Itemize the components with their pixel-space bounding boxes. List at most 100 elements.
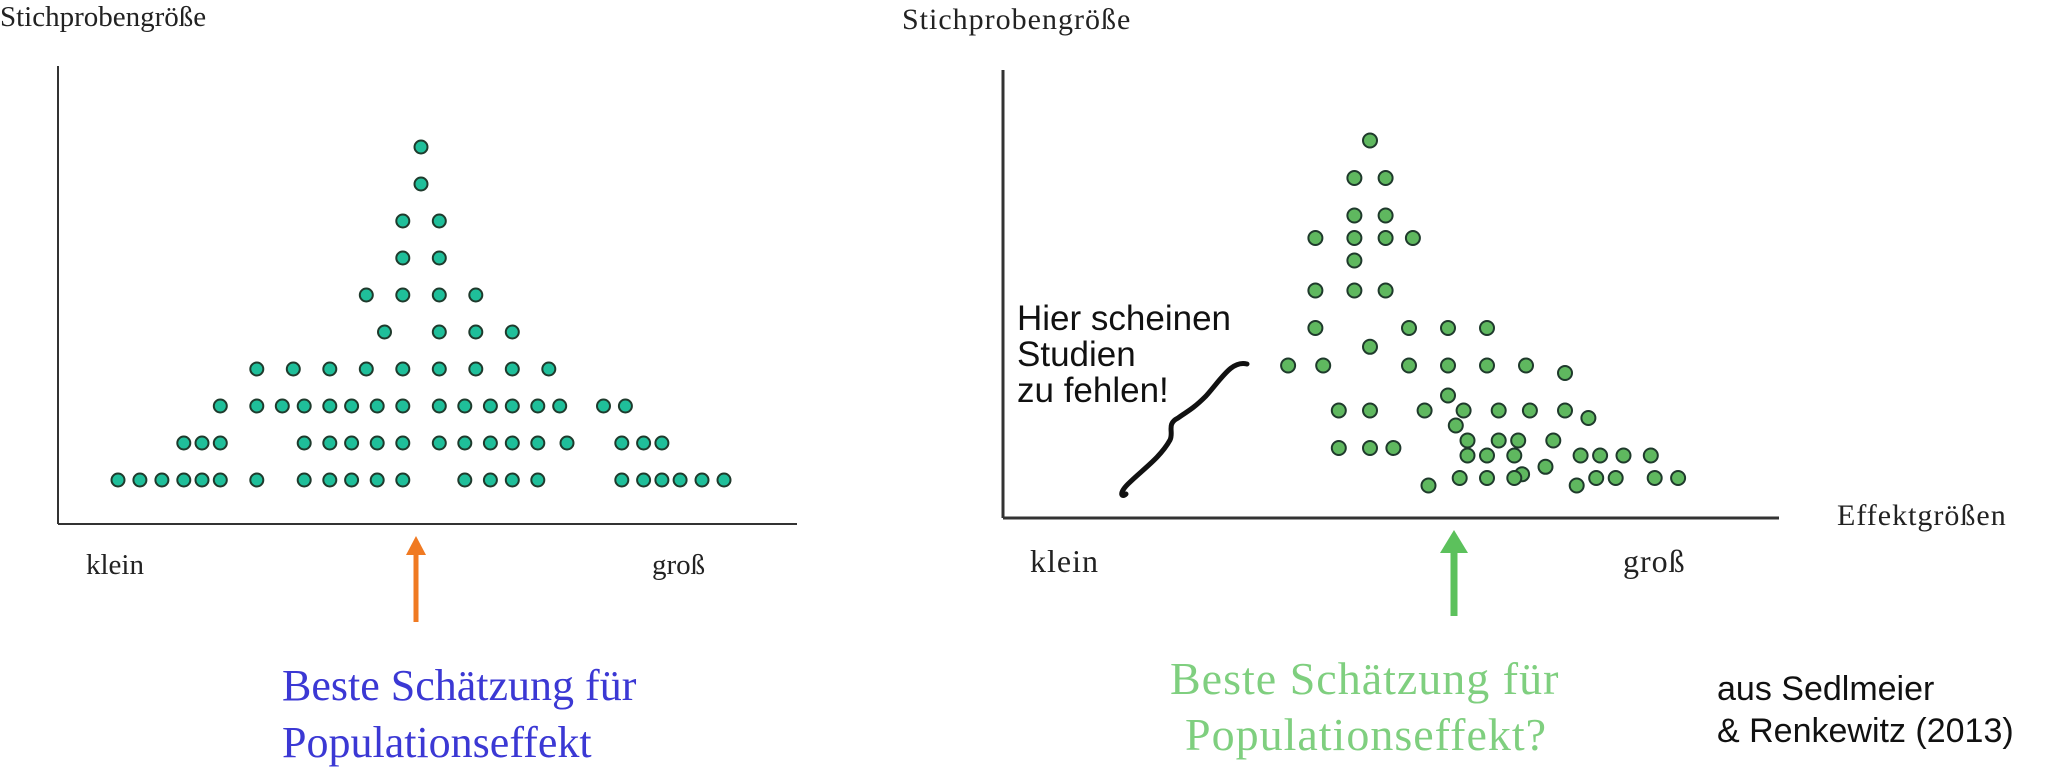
annotation-line-1: Hier scheinen [1017, 299, 1231, 338]
left-point-6 [358, 287, 374, 303]
right-point-54 [1506, 470, 1523, 486]
right-point-4 [1377, 207, 1394, 224]
left-x-label-large: groß [652, 549, 705, 581]
left-point-50 [504, 435, 520, 451]
annotation-line-2: Studien [1017, 335, 1136, 374]
left-point-59 [176, 472, 192, 488]
right-point-34 [1447, 417, 1464, 434]
left-point-14 [249, 361, 265, 377]
left-point-37 [596, 398, 611, 414]
right-point-15 [1440, 320, 1456, 336]
right-point-27 [1362, 402, 1378, 419]
right-point-36 [1490, 432, 1507, 449]
right-estimate-arrow [1440, 530, 1468, 616]
right-point-8 [1404, 230, 1421, 246]
right-point-56 [1588, 470, 1605, 486]
right-point-22 [1479, 357, 1495, 374]
left-point-77 [716, 472, 732, 488]
left-point-18 [395, 361, 411, 377]
left-point-5 [431, 250, 447, 266]
left-data-points [110, 139, 732, 488]
left-point-40 [194, 435, 210, 451]
left-point-53 [614, 435, 630, 451]
right-point-20 [1401, 357, 1417, 374]
left-point-55 [654, 435, 670, 451]
left-point-44 [344, 435, 360, 451]
left-point-45 [369, 435, 385, 451]
right-point-57 [1607, 470, 1624, 486]
right-point-51 [1420, 477, 1437, 494]
right-point-19 [1315, 357, 1332, 374]
left-point-76 [694, 472, 710, 488]
left-point-52 [559, 435, 575, 451]
right-point-40 [1362, 440, 1378, 456]
left-point-27 [322, 398, 338, 414]
right-point-2 [1377, 170, 1394, 186]
left-point-4 [395, 250, 411, 266]
right-point-7 [1377, 230, 1394, 246]
left-point-35 [530, 398, 546, 414]
left-point-64 [322, 472, 338, 488]
left-point-23 [212, 398, 228, 414]
right-point-14 [1401, 320, 1417, 336]
left-point-34 [504, 398, 520, 414]
left-point-8 [431, 287, 447, 303]
right-point-52 [1451, 470, 1468, 486]
left-point-0 [413, 139, 429, 155]
left-point-21 [504, 361, 520, 377]
left-point-26 [296, 398, 312, 414]
right-point-5 [1307, 230, 1324, 246]
left-point-33 [482, 398, 498, 414]
left-point-63 [296, 472, 312, 488]
left-point-61 [212, 472, 228, 488]
left-point-75 [672, 472, 688, 488]
right-point-44 [1506, 447, 1523, 464]
left-point-47 [431, 435, 447, 451]
source-note: aus Sedlmeier & Renkewitz (2013) [1717, 670, 2014, 750]
right-point-55 [1568, 477, 1585, 494]
right-point-10 [1307, 282, 1324, 299]
left-point-62 [249, 472, 265, 488]
left-point-30 [395, 398, 411, 414]
right-point-1 [1346, 170, 1363, 186]
right-point-32 [1557, 402, 1573, 419]
left-point-74 [654, 472, 670, 488]
right-point-37 [1510, 432, 1527, 449]
right-point-33 [1580, 410, 1597, 426]
left-point-36 [552, 398, 568, 414]
left-point-32 [457, 398, 473, 414]
right-point-21 [1440, 357, 1456, 374]
left-point-43 [322, 435, 338, 451]
right-point-30 [1490, 402, 1507, 419]
left-point-15 [285, 361, 301, 377]
left-point-9 [468, 287, 484, 303]
left-point-71 [530, 472, 546, 488]
left-point-17 [358, 361, 374, 377]
left-point-46 [395, 435, 411, 451]
left-point-12 [468, 324, 484, 340]
curly-brace-mark [1119, 360, 1250, 498]
right-point-18 [1280, 357, 1297, 374]
right-point-17 [1362, 338, 1378, 355]
right-point-43 [1479, 447, 1495, 464]
left-point-39 [176, 435, 192, 451]
right-point-41 [1385, 440, 1402, 456]
left-point-10 [377, 324, 392, 340]
left-point-42 [296, 435, 312, 451]
right-data-points [1280, 132, 1687, 494]
right-point-47 [1615, 447, 1632, 464]
left-point-20 [468, 361, 484, 377]
left-point-7 [395, 287, 411, 303]
left-point-1 [413, 176, 429, 192]
left-point-16 [322, 361, 338, 377]
right-x-label-large: groß [1623, 543, 1686, 579]
right-point-35 [1459, 432, 1476, 449]
right-point-45 [1572, 447, 1589, 464]
source-line-2: & Renkewitz (2013) [1717, 712, 2014, 750]
right-caption-line-2: Populationseffekt? [1185, 709, 1547, 760]
right-point-25 [1440, 387, 1456, 404]
left-point-38 [617, 398, 633, 414]
right-point-59 [1670, 470, 1687, 486]
right-point-31 [1521, 402, 1538, 419]
right-point-48 [1537, 458, 1554, 475]
